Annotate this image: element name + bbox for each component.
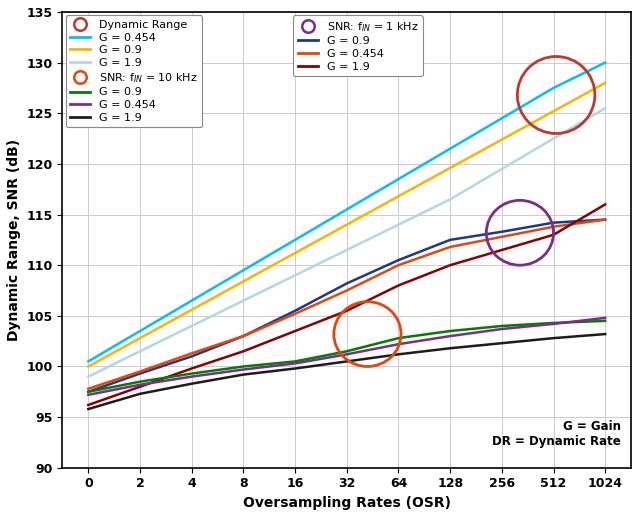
Legend: SNR: f$_{{IN}}$ = 1 kHz, G = 0.9, G = 0.454, G = 1.9: SNR: f$_{{IN}}$ = 1 kHz, G = 0.9, G = 0.… [293,16,423,77]
Text: G = Gain
DR = Dynamic Rate: G = Gain DR = Dynamic Rate [492,419,621,448]
X-axis label: Oversampling Rates (OSR): Oversampling Rates (OSR) [243,496,451,510]
Y-axis label: Dynamic Range, SNR (dB): Dynamic Range, SNR (dB) [7,139,21,341]
